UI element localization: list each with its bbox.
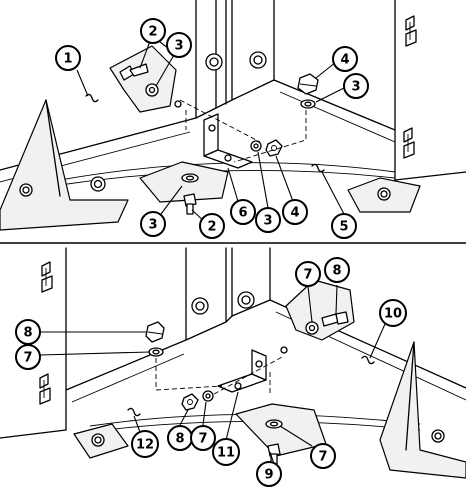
bottom-left-cabinet [0, 247, 67, 439]
callout-8-lower: 8 [167, 425, 193, 451]
bottom-locator-mark-12 [127, 407, 141, 417]
top-right-washer [300, 99, 316, 109]
top-locator-mark-1 [85, 93, 99, 103]
bottom-upper-bracket [280, 279, 355, 354]
top-bracket-nut [265, 139, 283, 157]
callout-4-lower-label: 4 [290, 206, 299, 221]
top-locator-mark-5 [311, 163, 325, 173]
callout-9: 9 [256, 461, 282, 487]
bottom-gusset-bolt [431, 429, 445, 443]
callout-7-upper-right-label: 7 [303, 268, 312, 283]
top-wall-panels [195, 0, 275, 119]
bottom-panel: 7 8 10 8 7 12 8 7 [0, 247, 466, 487]
bottom-upper-bracket-washer [305, 321, 319, 335]
top-axis-a [179, 99, 261, 143]
top-lower-bracket [139, 161, 229, 215]
callout-10: 10 [379, 299, 407, 327]
bottom-left-nut [145, 321, 165, 343]
top-lower-bracket-washer [181, 173, 199, 183]
callout-7-left-label: 7 [23, 351, 32, 366]
callout-8-upper-right-label: 8 [332, 264, 341, 279]
top-left-gusset [0, 99, 129, 231]
top-clip-lower [403, 127, 415, 159]
top-upper-bracket-washer [145, 83, 159, 97]
top-clip-upper [405, 15, 417, 47]
top-panel: 1 2 3 4 3 3 2 6 [0, 0, 466, 239]
callout-3-upper-right-label: 3 [351, 80, 360, 95]
bottom-axis-a [155, 358, 223, 391]
callout-10-label: 10 [384, 307, 402, 322]
callout-12-label: 12 [136, 438, 154, 453]
callout-12: 12 [131, 430, 159, 458]
callout-6: 6 [230, 199, 256, 225]
callout-6-label: 6 [238, 206, 247, 221]
callout-9-label: 9 [264, 468, 273, 483]
callout-5: 5 [331, 213, 357, 239]
top-gusset-bolt-a [19, 183, 33, 197]
bottom-axis-b [213, 355, 285, 395]
callout-2-upper: 2 [140, 18, 166, 44]
top-wall-bolt-left [205, 53, 223, 71]
callout-7-lower-mid-label: 7 [198, 432, 207, 447]
callout-4-lower: 4 [282, 199, 308, 225]
callout-8-lower-label: 8 [175, 432, 184, 447]
callout-8-left: 8 [15, 319, 41, 345]
top-upper-bracket [109, 45, 182, 113]
callout-1-label: 1 [63, 52, 72, 67]
bottom-left-washer [148, 347, 164, 357]
top-gusset-bolt-b [90, 176, 106, 192]
callout-3-lower-left: 3 [140, 211, 166, 237]
bottom-clip-upper [41, 261, 53, 293]
callout-3-lower-mid-label: 3 [263, 214, 272, 229]
bottom-wall-panels [185, 247, 271, 341]
bottom-upper-bracket-bolt [321, 311, 349, 327]
callout-2-lower-label: 2 [207, 220, 216, 235]
bottom-wall-bolt-right [237, 291, 255, 309]
callout-3-upper-left: 3 [166, 32, 192, 58]
callout-8-left-label: 8 [23, 326, 32, 341]
bottom-lower-bracket-bolt [267, 443, 281, 465]
bottom-bracket-washer [202, 390, 214, 402]
callout-3-lower-mid: 3 [255, 207, 281, 233]
top-right-nut [297, 73, 319, 95]
callout-5-label: 5 [339, 220, 348, 235]
bottom-angle-bracket [217, 349, 267, 393]
callout-2-lower: 2 [199, 213, 225, 239]
callout-2-upper-label: 2 [148, 25, 157, 40]
callout-11: 11 [212, 438, 240, 466]
bottom-left-floor-plate [73, 423, 129, 459]
bottom-clip-lower [39, 373, 51, 405]
callout-7-lower-right-label: 7 [318, 450, 327, 465]
callout-3-upper-right: 3 [343, 73, 369, 99]
top-right-floor-plate [347, 177, 421, 213]
callout-7-upper-right: 7 [295, 261, 321, 287]
callout-4-upper-right: 4 [332, 46, 358, 72]
callout-8-upper-right: 8 [324, 257, 350, 283]
bottom-left-plate-bolt [91, 433, 105, 447]
callout-7-lower-mid: 7 [190, 425, 216, 451]
callout-7-lower-right: 7 [310, 443, 336, 469]
callout-7-left: 7 [15, 344, 41, 370]
top-right-cabinet [394, 0, 466, 181]
callout-3-upper-left-label: 3 [174, 39, 183, 54]
top-bracket-washer [250, 140, 262, 152]
top-leaders [76, 35, 345, 224]
top-right-plate-bolt [377, 187, 391, 201]
callout-3-lower-left-label: 3 [148, 218, 157, 233]
bottom-wall-bolt-left [191, 297, 209, 315]
top-lower-bracket-bolt [183, 193, 197, 215]
callout-1: 1 [55, 45, 81, 71]
bottom-bracket-nut [181, 393, 199, 411]
top-wall-bolt-right [249, 51, 267, 69]
top-angle-bracket [203, 113, 253, 169]
bottom-right-gusset [379, 341, 466, 479]
bottom-locator-mark-10 [361, 355, 375, 365]
callout-11-label: 11 [217, 446, 235, 461]
bottom-lower-bracket-washer [265, 419, 283, 429]
callout-4-upper-right-label: 4 [340, 53, 349, 68]
